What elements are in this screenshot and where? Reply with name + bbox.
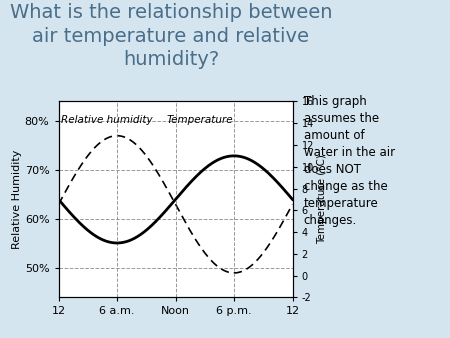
Text: This graph
assumes the
amount of
water in the air
does NOT
change as the
tempera: This graph assumes the amount of water i… [304, 95, 395, 227]
Text: Temperature: Temperature [166, 116, 233, 125]
Y-axis label: Relative Humidity: Relative Humidity [12, 150, 22, 249]
Y-axis label: Temperature (°C): Temperature (°C) [317, 154, 327, 244]
Text: Relative humidity: Relative humidity [62, 116, 153, 125]
Text: What is the relationship between
air temperature and relative
humidity?: What is the relationship between air tem… [10, 3, 332, 69]
